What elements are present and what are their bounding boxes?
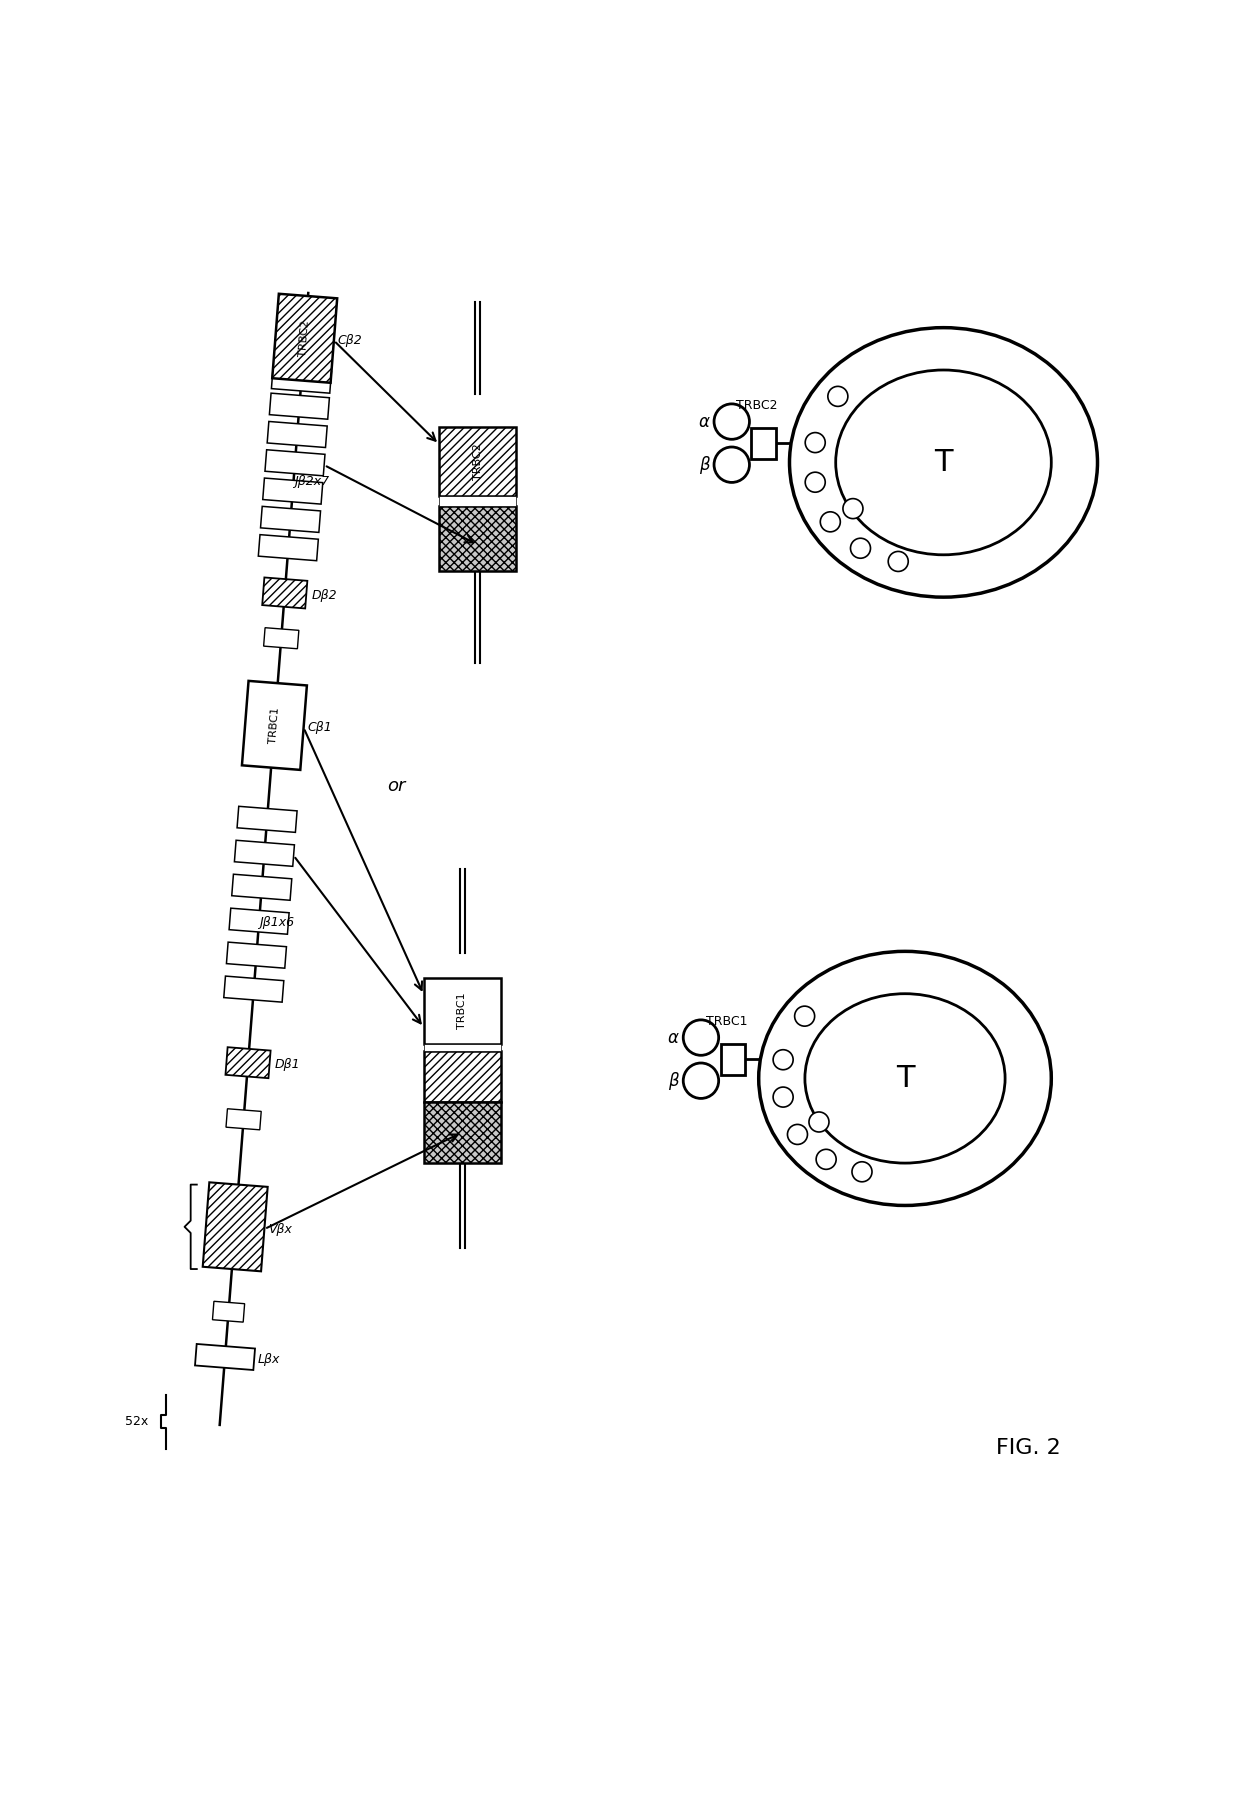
Circle shape bbox=[828, 387, 848, 407]
Polygon shape bbox=[195, 1345, 255, 1370]
Polygon shape bbox=[226, 1048, 270, 1078]
Circle shape bbox=[843, 499, 863, 518]
Circle shape bbox=[805, 432, 826, 452]
Bar bbox=[424, 1102, 501, 1163]
Text: α: α bbox=[667, 1028, 678, 1046]
Circle shape bbox=[787, 1125, 807, 1145]
Text: α: α bbox=[698, 412, 709, 430]
Polygon shape bbox=[212, 1301, 244, 1323]
Text: TRBC1: TRBC1 bbox=[706, 1015, 748, 1028]
Circle shape bbox=[714, 446, 749, 482]
Polygon shape bbox=[234, 841, 294, 866]
Circle shape bbox=[683, 1064, 719, 1098]
Polygon shape bbox=[242, 680, 306, 770]
Bar bbox=[424, 979, 501, 1044]
Text: Jβ2x7: Jβ2x7 bbox=[294, 475, 329, 488]
Polygon shape bbox=[267, 421, 327, 448]
Polygon shape bbox=[202, 1183, 268, 1271]
Text: β: β bbox=[668, 1071, 678, 1089]
Text: TRBC2: TRBC2 bbox=[299, 320, 311, 356]
Circle shape bbox=[816, 1150, 836, 1170]
Circle shape bbox=[808, 1112, 830, 1132]
Polygon shape bbox=[232, 875, 291, 900]
Polygon shape bbox=[272, 367, 331, 392]
Circle shape bbox=[714, 403, 749, 439]
Bar bbox=[424, 1044, 501, 1051]
Text: TRBC2: TRBC2 bbox=[737, 398, 777, 412]
Text: FIG. 2: FIG. 2 bbox=[996, 1438, 1060, 1458]
Bar bbox=[439, 497, 516, 506]
Circle shape bbox=[805, 472, 826, 491]
Text: TRBC2: TRBC2 bbox=[472, 443, 482, 481]
Bar bbox=[751, 428, 776, 459]
Circle shape bbox=[773, 1087, 794, 1107]
Circle shape bbox=[851, 538, 870, 558]
Circle shape bbox=[888, 551, 908, 571]
Polygon shape bbox=[262, 578, 308, 608]
Polygon shape bbox=[227, 941, 286, 968]
Text: Jβ1x6: Jβ1x6 bbox=[259, 916, 295, 929]
Text: Dβ2: Dβ2 bbox=[311, 589, 337, 601]
Text: β: β bbox=[699, 455, 709, 473]
Polygon shape bbox=[229, 909, 289, 934]
Text: T: T bbox=[895, 1064, 914, 1093]
Bar bbox=[439, 427, 516, 497]
Polygon shape bbox=[226, 1109, 262, 1130]
Circle shape bbox=[795, 1006, 815, 1026]
Polygon shape bbox=[264, 628, 299, 648]
Ellipse shape bbox=[836, 371, 1052, 554]
Ellipse shape bbox=[805, 994, 1006, 1163]
Bar bbox=[720, 1044, 745, 1075]
Polygon shape bbox=[258, 535, 319, 562]
Polygon shape bbox=[265, 450, 325, 475]
Text: T: T bbox=[934, 448, 952, 477]
Circle shape bbox=[773, 1049, 794, 1069]
Text: 52x: 52x bbox=[125, 1415, 149, 1427]
Text: Dβ1: Dβ1 bbox=[275, 1058, 300, 1071]
Ellipse shape bbox=[790, 328, 1097, 598]
Polygon shape bbox=[260, 506, 321, 533]
Text: Lβx: Lβx bbox=[258, 1354, 280, 1366]
Circle shape bbox=[821, 511, 841, 531]
Circle shape bbox=[683, 1021, 719, 1055]
Bar bbox=[424, 1051, 501, 1102]
Circle shape bbox=[852, 1161, 872, 1183]
Polygon shape bbox=[269, 392, 330, 419]
Text: TRBC1: TRBC1 bbox=[268, 707, 280, 743]
Polygon shape bbox=[263, 479, 322, 504]
Text: Cβ2: Cβ2 bbox=[337, 335, 362, 347]
Ellipse shape bbox=[759, 952, 1052, 1206]
Polygon shape bbox=[273, 293, 337, 383]
Text: TRBC1: TRBC1 bbox=[458, 994, 467, 1030]
Text: or: or bbox=[388, 778, 405, 796]
Bar bbox=[439, 506, 516, 571]
Polygon shape bbox=[223, 976, 284, 1003]
Polygon shape bbox=[237, 806, 298, 832]
Text: Vβx: Vβx bbox=[268, 1222, 293, 1237]
Text: Cβ1: Cβ1 bbox=[308, 722, 332, 734]
